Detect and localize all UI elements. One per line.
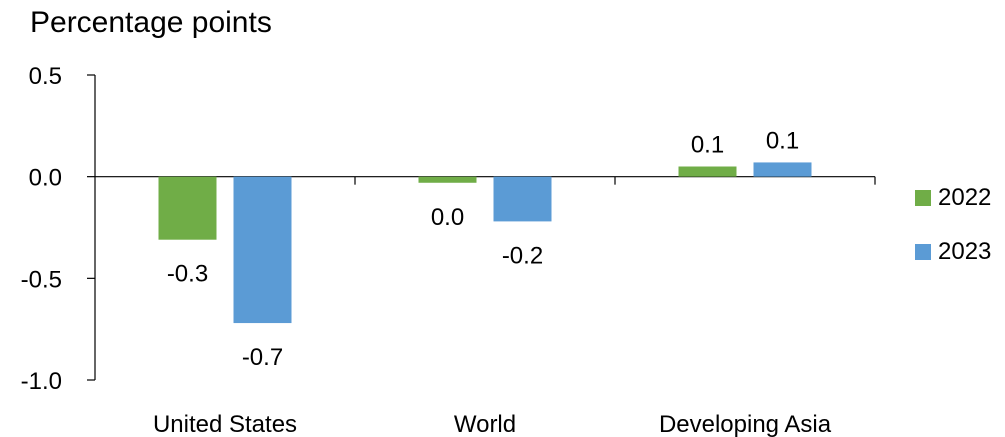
y-tick-label: 0.5	[29, 63, 62, 90]
y-tick-label: -0.5	[21, 266, 62, 293]
data-label-2023-world: -0.2	[502, 242, 543, 269]
bar-2023-developing-asia	[753, 162, 812, 177]
legend-item-2022: 2022	[915, 182, 991, 214]
chart-legend: 2022 2023	[915, 182, 991, 290]
data-label-2022-world: 0.0	[431, 204, 464, 231]
x-category-label: Developing Asia	[659, 411, 832, 437]
legend-label-2022: 2022	[938, 184, 992, 211]
y-axis-unit-label: Percentage points	[30, 6, 272, 39]
bar-2023-world	[493, 176, 552, 222]
x-category-label: United States	[153, 411, 297, 437]
data-label-2022-united-states: -0.3	[167, 261, 208, 288]
bar-2023-united-states	[233, 176, 292, 324]
y-tick-label: -1.0	[21, 368, 62, 395]
data-label-2023-united-states: -0.7	[242, 344, 283, 371]
bar-2022-developing-asia	[678, 166, 737, 177]
x-category-label: World	[454, 411, 516, 437]
data-label-2022-developing-asia: 0.1	[691, 132, 724, 159]
legend-label-2023: 2023	[938, 238, 992, 265]
data-label-2023-developing-asia: 0.1	[766, 127, 799, 154]
legend-swatch-2023	[915, 244, 931, 260]
bar-2022-world	[418, 176, 477, 183]
legend-item-2023: 2023	[915, 236, 991, 268]
bar-2022-united-states	[158, 176, 217, 240]
y-tick-label: 0.0	[29, 165, 62, 192]
legend-swatch-2022	[915, 190, 931, 206]
